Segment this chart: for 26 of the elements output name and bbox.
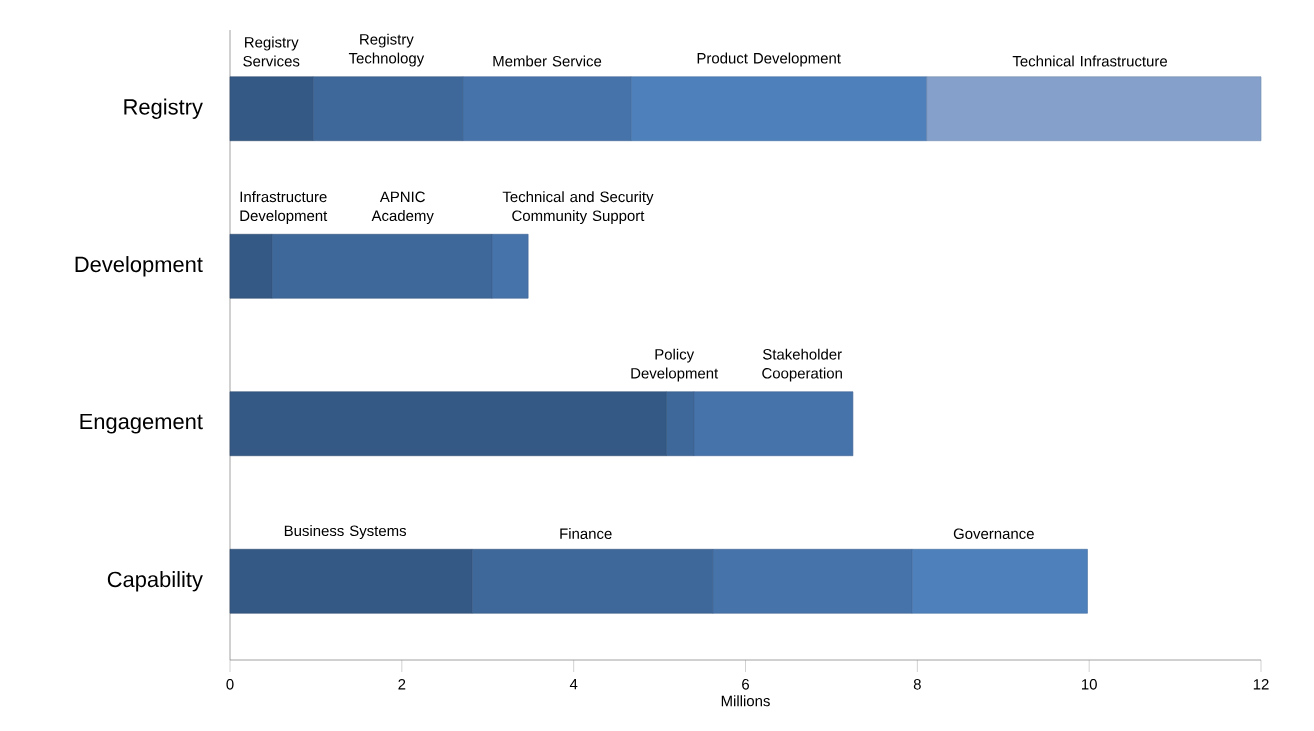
y-tick-label: Capability xyxy=(107,571,203,592)
annotation: Technical Infrastructure xyxy=(1012,55,1168,67)
x-tick-label: 0 xyxy=(226,679,234,690)
annotation: Policy Development xyxy=(631,348,719,382)
annotation: Technical and Security Community Support xyxy=(502,191,654,224)
annotation: Stakeholder Cooperation xyxy=(762,348,842,382)
x-tick-label: 12 xyxy=(1253,679,1269,690)
x-tick-label: 10 xyxy=(1081,679,1097,690)
annotation: APNIC Academy xyxy=(371,191,434,224)
x-axis-title: Millions xyxy=(721,695,770,707)
y-tick-label: Development xyxy=(75,256,203,277)
annotation: Registry Services xyxy=(243,36,300,67)
x-tick-label: 4 xyxy=(569,679,578,690)
annotation: Infrastructure Development xyxy=(240,191,328,224)
annotation: Registry Technology xyxy=(348,33,425,67)
annotation: Governance xyxy=(953,528,1034,540)
x-tick-label: 8 xyxy=(913,679,921,690)
annotation: Finance xyxy=(560,528,612,540)
annotation: Product Development xyxy=(697,52,841,67)
annotation: Business Systems xyxy=(284,525,407,539)
bar xyxy=(926,76,1262,142)
x-tick-label: 6 xyxy=(742,679,750,690)
annotation: Member Service xyxy=(493,55,602,67)
y-tick-label: Registry xyxy=(124,98,203,119)
y-tick-label: Engagement xyxy=(80,413,203,434)
x-tick-label: 2 xyxy=(398,679,406,690)
